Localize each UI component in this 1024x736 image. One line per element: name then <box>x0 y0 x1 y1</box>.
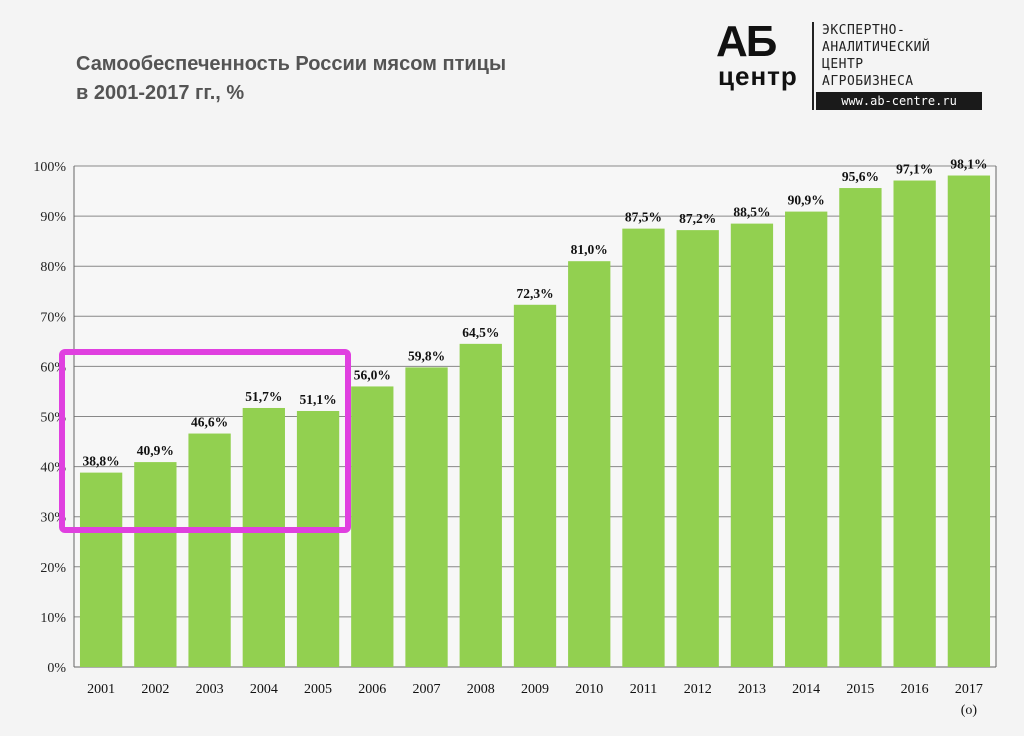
x-tick-label: 2015 <box>846 682 874 697</box>
x-tick-note: (о) <box>961 703 978 718</box>
bar <box>513 304 557 667</box>
bar <box>296 410 340 667</box>
x-tick-label: 2002 <box>141 682 169 697</box>
data-label: 87,2% <box>679 211 716 226</box>
x-tick-label: 2017 <box>955 682 983 697</box>
data-label: 46,6% <box>191 415 228 430</box>
x-tick-label: 2007 <box>413 682 441 697</box>
data-label: 87,5% <box>625 210 662 225</box>
logo-text: ЭКСПЕРТНО- АНАЛИТИЧЕСКИЙ ЦЕНТР АГРОБИЗНЕ… <box>822 22 930 90</box>
bar <box>568 261 611 667</box>
logo-line-4: АГРОБИЗНЕСА <box>822 74 914 89</box>
data-label: 51,7% <box>245 389 282 404</box>
logo-mark: АБ <box>716 17 777 66</box>
x-tick-label: 2008 <box>467 682 495 697</box>
chart-title-line-1: Самообеспеченность России мясом птицы <box>76 53 507 75</box>
data-label: 56,0% <box>354 367 391 382</box>
logo-line-1: ЭКСПЕРТНО- <box>822 23 906 38</box>
x-tick-label: 2003 <box>196 682 224 697</box>
bar <box>351 386 394 667</box>
highlight-box <box>59 349 351 533</box>
data-label: 98,1% <box>950 157 987 172</box>
bar <box>405 367 448 667</box>
chart-title-line-2: в 2001-2017 гг., % <box>76 82 245 104</box>
x-tick-label: 2005 <box>304 682 332 697</box>
data-label: 88,5% <box>733 205 770 220</box>
chart-title: Самообеспеченность России мясом птицы в … <box>76 50 506 108</box>
bar <box>622 228 665 667</box>
data-label: 59,8% <box>408 348 445 363</box>
logo-line-3: ЦЕНТР <box>822 57 864 72</box>
data-label: 90,9% <box>788 193 825 208</box>
bar <box>459 343 502 667</box>
x-tick-label: 2013 <box>738 682 766 697</box>
x-tick-label: 2012 <box>684 682 712 697</box>
data-label: 72,3% <box>516 286 553 301</box>
y-tick-label: 20% <box>40 561 66 576</box>
y-tick-label: 90% <box>40 210 66 225</box>
y-tick-label: 70% <box>40 310 66 325</box>
bar <box>79 472 123 667</box>
ab-centre-logo: АБ центр ЭКСПЕРТНО- АНАЛИТИЧЕСКИЙ ЦЕНТР … <box>712 18 1002 114</box>
x-tick-label: 2004 <box>250 682 278 697</box>
bar <box>947 175 991 668</box>
data-label: 95,6% <box>842 169 879 184</box>
data-label: 51,1% <box>299 392 336 407</box>
data-label: 64,5% <box>462 325 499 340</box>
x-tick-label: 2014 <box>792 682 820 697</box>
bar <box>893 180 936 668</box>
x-tick-label: 2009 <box>521 682 549 697</box>
logo-url: www.ab-centre.ru <box>816 92 982 110</box>
y-tick-label: 10% <box>40 611 66 626</box>
x-tick-label: 2011 <box>630 682 657 697</box>
bar <box>242 407 285 667</box>
bar <box>785 211 828 667</box>
logo-divider <box>812 22 814 110</box>
y-tick-label: 0% <box>47 661 66 676</box>
data-label: 81,0% <box>571 242 608 257</box>
bar <box>134 462 177 667</box>
y-tick-label: 100% <box>33 160 66 175</box>
x-tick-label: 2006 <box>358 682 386 697</box>
data-label: 40,9% <box>137 443 174 458</box>
data-label: 38,8% <box>83 454 120 469</box>
y-tick-label: 80% <box>40 260 66 275</box>
x-tick-label: 2010 <box>575 682 603 697</box>
x-tick-label: 2016 <box>901 682 929 697</box>
x-tick-label: 2001 <box>87 682 115 697</box>
data-label: 97,1% <box>896 162 933 177</box>
bar <box>676 230 719 668</box>
bar <box>188 433 231 667</box>
bar <box>730 223 774 668</box>
logo-sub: центр <box>718 61 798 91</box>
logo-line-2: АНАЛИТИЧЕСКИЙ <box>822 40 931 55</box>
bar <box>839 188 882 667</box>
